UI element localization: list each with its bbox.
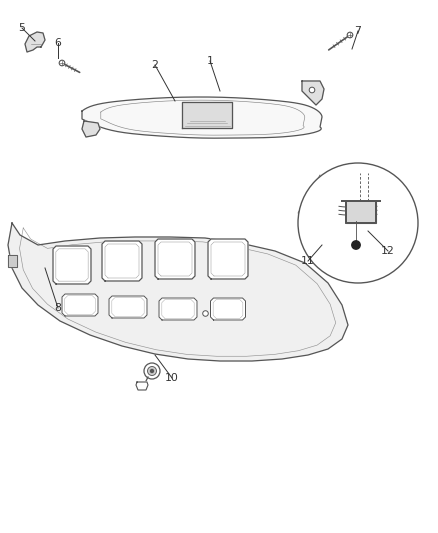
- Text: 7: 7: [355, 26, 361, 36]
- Circle shape: [151, 369, 153, 373]
- Polygon shape: [136, 382, 148, 390]
- Polygon shape: [211, 298, 246, 320]
- Polygon shape: [102, 241, 142, 281]
- Circle shape: [148, 367, 156, 376]
- Text: 8: 8: [55, 303, 61, 313]
- Text: 1: 1: [207, 56, 213, 66]
- Circle shape: [298, 163, 418, 283]
- Polygon shape: [159, 298, 197, 320]
- Polygon shape: [182, 102, 232, 128]
- Polygon shape: [8, 255, 17, 267]
- Circle shape: [59, 60, 65, 66]
- Polygon shape: [53, 246, 91, 284]
- Text: 6: 6: [55, 38, 61, 48]
- Text: 10: 10: [165, 373, 179, 383]
- Polygon shape: [25, 32, 45, 52]
- Polygon shape: [82, 121, 100, 137]
- Polygon shape: [208, 239, 248, 279]
- Circle shape: [309, 87, 315, 93]
- Circle shape: [144, 363, 160, 379]
- Polygon shape: [155, 239, 195, 279]
- Bar: [346, 201, 376, 223]
- Text: 12: 12: [381, 246, 395, 256]
- Polygon shape: [8, 223, 348, 361]
- Polygon shape: [82, 97, 322, 138]
- Text: 11: 11: [301, 256, 315, 266]
- Polygon shape: [302, 81, 324, 105]
- Text: 5: 5: [18, 23, 25, 33]
- Circle shape: [347, 32, 353, 38]
- Polygon shape: [109, 296, 147, 318]
- Text: 2: 2: [152, 60, 159, 70]
- Circle shape: [352, 241, 360, 249]
- Polygon shape: [62, 294, 98, 316]
